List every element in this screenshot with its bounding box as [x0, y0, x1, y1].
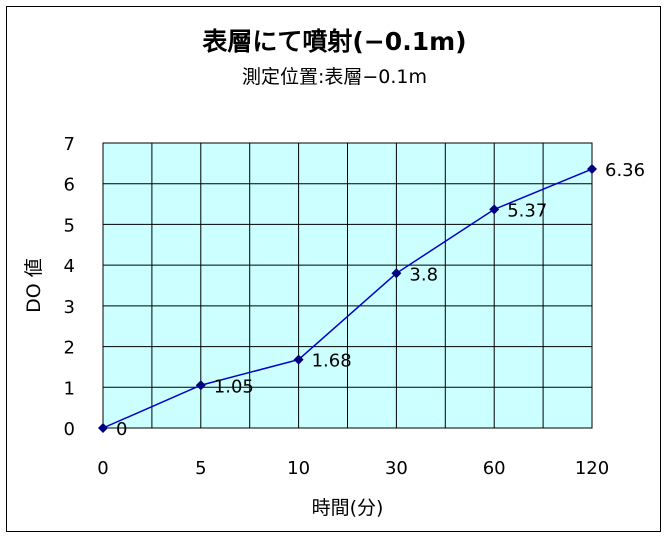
- y-tick-label: 6: [64, 175, 75, 196]
- y-tick-label: 4: [64, 256, 75, 277]
- x-tick-label: 60: [483, 458, 506, 479]
- data-point-marker: [489, 204, 500, 215]
- data-label: 5.37: [507, 200, 547, 221]
- x-tick-label: 5: [195, 458, 206, 479]
- data-label: 1.05: [214, 376, 254, 397]
- y-axis-title: DO 値: [23, 258, 45, 313]
- data-point-marker: [98, 423, 108, 433]
- data-point-marker: [293, 354, 304, 365]
- x-tick-label: 0: [97, 458, 108, 479]
- data-label: 3.8: [409, 264, 438, 285]
- horizontal-gridlines: [103, 183, 592, 388]
- data-point-marker: [195, 380, 206, 391]
- x-axis-title: 時間(分): [312, 497, 384, 519]
- data-label: 6.36: [605, 160, 645, 181]
- x-axis-tick-labels: 0 5 10 30 60 120: [97, 458, 609, 479]
- x-tick-label: 30: [385, 458, 408, 479]
- y-tick-label: 7: [64, 134, 75, 155]
- data-point-marker: [391, 268, 402, 279]
- x-tick-label: 120: [575, 458, 609, 479]
- x-tick-label: 10: [287, 458, 310, 479]
- data-point-marker: [587, 164, 597, 175]
- y-tick-label: 2: [64, 338, 75, 359]
- series-line: [102, 168, 593, 429]
- y-tick-label: 0: [64, 419, 75, 440]
- data-label: 1.68: [312, 351, 352, 372]
- chart-subtitle: 測定位置:表層−0.1m: [241, 66, 428, 88]
- y-tick-label: 1: [64, 378, 75, 399]
- chart-title: 表層にて噴射(−0.1m): [202, 27, 467, 56]
- data-label: 0: [116, 419, 127, 440]
- y-tick-label: 3: [64, 297, 75, 318]
- y-axis-tick-labels: 0 1 2 3 4 5 6 7: [64, 134, 75, 440]
- y-tick-label: 5: [64, 215, 75, 236]
- plot-border: [102, 142, 593, 429]
- data-labels: 0 1.05 1.68 3.8 5.37 6.36: [116, 160, 645, 440]
- series-markers: [98, 164, 597, 433]
- series-line-group: [102, 168, 593, 429]
